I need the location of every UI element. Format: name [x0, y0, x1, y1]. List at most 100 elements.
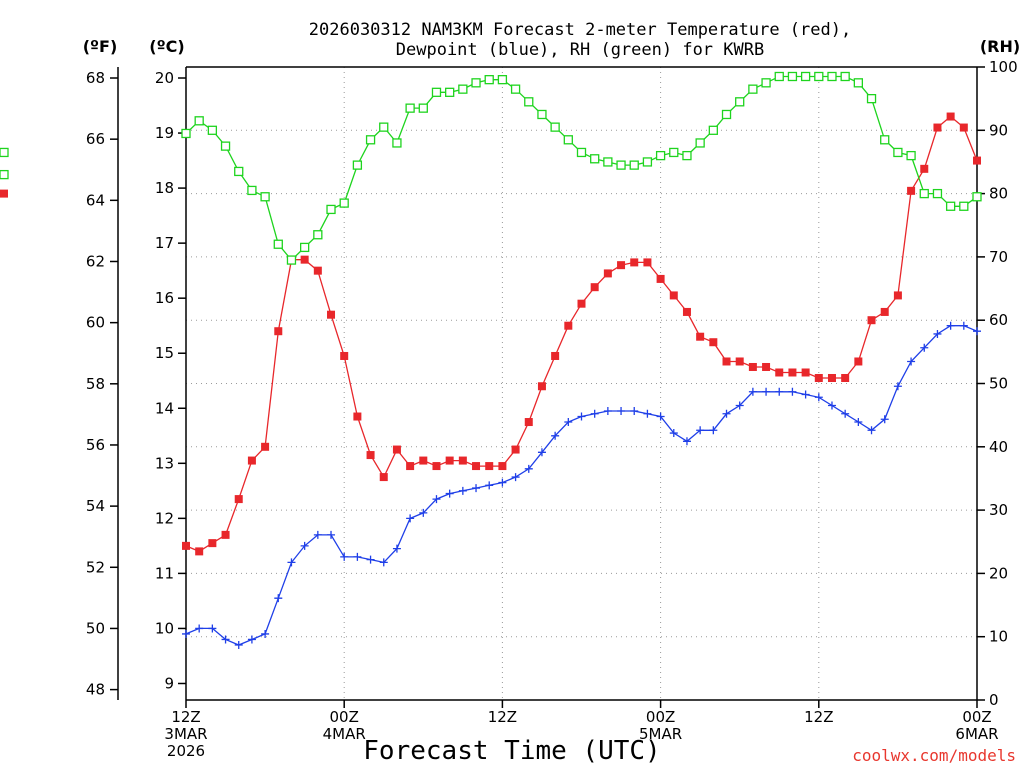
rh-tick-label: 40	[989, 438, 1008, 456]
data-point	[814, 373, 823, 382]
data-point	[801, 390, 810, 399]
data-point	[841, 409, 850, 418]
data-point	[709, 426, 718, 435]
data-point	[603, 269, 612, 278]
data-point	[642, 157, 653, 167]
celsius-tick-label: 10	[155, 619, 174, 637]
data-point	[775, 387, 784, 396]
data-point	[273, 239, 283, 249]
data-point	[247, 635, 256, 644]
data-point	[919, 188, 929, 199]
rh-tick-label: 30	[989, 501, 1008, 519]
rh-tick-label: 60	[989, 311, 1008, 329]
series-line	[185, 115, 978, 553]
data-point	[920, 164, 929, 173]
data-point	[788, 387, 797, 396]
data-point	[207, 125, 218, 135]
x-tick-label: 5MAR	[639, 725, 682, 743]
data-point	[709, 338, 718, 347]
data-point	[735, 357, 744, 366]
data-point	[748, 84, 758, 94]
data-point	[695, 138, 705, 148]
data-point	[327, 530, 336, 539]
data-point	[260, 192, 270, 202]
x-tick-label: 00Z	[330, 708, 359, 726]
data-point	[959, 321, 968, 330]
data-point	[959, 201, 969, 211]
celsius-tick-label: 9	[164, 674, 174, 692]
rh-tick-label: 50	[989, 375, 1008, 393]
data-point	[590, 409, 599, 418]
data-point	[630, 258, 639, 267]
data-point	[366, 451, 375, 460]
fahrenheit-tick-label: 52	[86, 558, 105, 576]
data-point	[339, 198, 349, 208]
data-point	[866, 94, 877, 104]
fahrenheit-tick-label: 54	[86, 497, 105, 515]
data-point	[959, 123, 968, 132]
data-point	[906, 150, 916, 161]
data-point	[511, 473, 520, 482]
data-point	[893, 147, 903, 158]
data-point	[299, 242, 310, 253]
data-point	[696, 332, 705, 341]
data-point	[392, 138, 402, 148]
data-point	[603, 157, 613, 167]
data-point	[458, 456, 467, 465]
fahrenheit-tick-label: 62	[86, 252, 105, 270]
celsius-tick-label: 13	[155, 454, 174, 472]
celsius-unit-label: (ºC)	[149, 37, 184, 56]
data-point	[841, 373, 850, 382]
data-point	[629, 160, 639, 170]
data-point	[261, 442, 270, 451]
data-point	[537, 448, 546, 457]
data-point	[682, 307, 691, 316]
data-point	[907, 186, 916, 195]
data-point	[867, 316, 876, 325]
data-point	[722, 357, 731, 366]
data-point	[366, 555, 375, 564]
data-point	[735, 401, 744, 410]
x-tick-label: 3MAR	[164, 725, 207, 743]
data-point	[458, 486, 467, 495]
data-point	[603, 407, 612, 416]
data-point	[787, 71, 798, 82]
x-tick-label: 12Z	[488, 708, 517, 726]
data-point	[484, 75, 494, 85]
rh-tick-label: 70	[989, 248, 1008, 266]
data-point	[340, 552, 349, 561]
fahrenheit-unit-label: (ºF)	[83, 37, 118, 56]
data-point	[195, 624, 204, 633]
data-point	[563, 135, 573, 145]
fahrenheit-tick-labels: 48 50 52 54 56 58 60 62 64 66 68	[86, 69, 105, 699]
data-point	[432, 462, 441, 471]
series-line	[185, 75, 978, 262]
data-point	[669, 291, 678, 300]
fahrenheit-tick-label: 56	[86, 436, 105, 454]
data-point	[313, 266, 322, 275]
data-point	[313, 530, 322, 539]
data-point	[656, 412, 665, 421]
data-point	[682, 437, 691, 446]
data-point	[327, 310, 336, 319]
celsius-tick-label: 14	[155, 399, 174, 417]
celsius-tick-label: 16	[155, 289, 174, 307]
series-layer	[0, 71, 982, 649]
data-point	[286, 255, 297, 265]
data-point	[762, 362, 771, 371]
data-point	[946, 321, 955, 330]
data-point	[840, 71, 850, 82]
data-point	[274, 594, 283, 603]
rh-tick-labels: 0 10 20 30 40 50 60 70 80 90 100	[989, 58, 1018, 709]
celsius-tick-label: 20	[155, 69, 174, 87]
data-point	[630, 407, 639, 416]
data-point	[485, 462, 494, 471]
data-point	[853, 78, 863, 88]
data-point	[379, 473, 388, 482]
data-point	[365, 135, 376, 145]
data-point	[524, 418, 533, 427]
data-point	[564, 321, 573, 330]
x-tick-label: 12Z	[804, 708, 833, 726]
data-point	[945, 201, 956, 211]
data-point	[814, 393, 823, 402]
